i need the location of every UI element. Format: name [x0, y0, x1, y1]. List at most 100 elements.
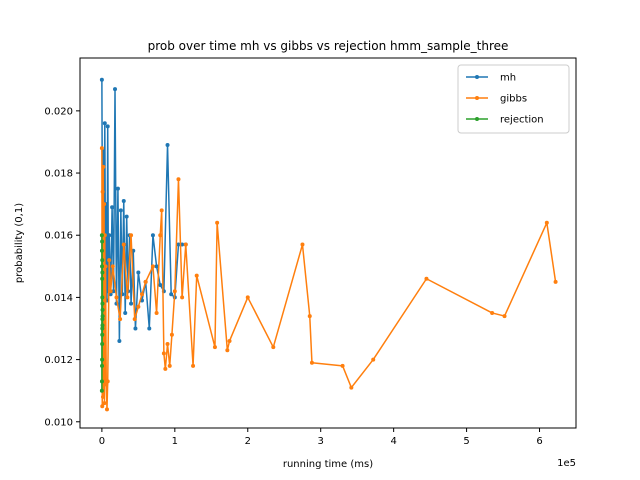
data-point-rejection — [99, 379, 104, 384]
data-point-gibbs — [101, 164, 106, 169]
data-point-rejection — [100, 307, 105, 312]
data-point-mh — [133, 326, 138, 331]
data-point-gibbs — [169, 332, 174, 337]
data-point-rejection — [100, 363, 105, 368]
data-point-mh — [154, 264, 159, 269]
data-point-gibbs — [99, 146, 104, 151]
data-point-mh — [110, 205, 115, 210]
x-axis: 0 1 2 3 4 5 6 — [99, 428, 543, 447]
data-point-rejection — [99, 388, 104, 393]
data-point-rejection — [100, 258, 105, 263]
legend-label: mh — [500, 73, 516, 84]
legend: mh gibbs rejection — [457, 64, 570, 134]
legend-item-mh: mh — [466, 73, 516, 84]
legend-swatch-marker — [475, 75, 479, 79]
legend-box — [457, 64, 570, 134]
y-axis: 0.010 0.012 0.014 0.016 0.018 0.020 — [44, 106, 80, 428]
data-point-gibbs — [167, 363, 172, 368]
y-tick-label: 0.020 — [44, 106, 73, 117]
data-point-mh — [111, 289, 116, 294]
data-point-gibbs — [102, 233, 107, 238]
data-point-gibbs — [140, 292, 144, 297]
data-point-gibbs — [136, 304, 141, 309]
x-tick-label: 1 — [172, 436, 178, 447]
legend-label: rejection — [500, 115, 544, 126]
data-point-rejection — [100, 317, 105, 322]
data-point-mh — [118, 208, 123, 213]
data-point-gibbs — [102, 401, 107, 406]
data-point-mh — [176, 242, 181, 247]
legend-swatch-marker — [475, 96, 479, 100]
legend-item-gibbs: gibbs — [466, 94, 527, 105]
data-point-gibbs — [100, 394, 105, 399]
data-point-gibbs — [154, 310, 159, 315]
data-point-gibbs — [121, 242, 126, 247]
data-point-gibbs — [114, 295, 119, 300]
data-point-rejection — [100, 295, 105, 300]
data-point-gibbs — [271, 345, 276, 350]
data-point-mh — [113, 87, 118, 92]
data-point-rejection — [100, 357, 105, 362]
data-point-gibbs — [100, 189, 105, 194]
data-point-gibbs — [371, 357, 376, 362]
data-point-gibbs — [340, 363, 345, 368]
x-tick-label: 0 — [99, 436, 105, 447]
data-point-mh — [102, 121, 107, 126]
data-point-gibbs — [227, 338, 232, 343]
data-point-mh — [99, 77, 104, 82]
x-tick-label: 5 — [463, 436, 469, 447]
data-point-mh — [158, 282, 163, 287]
y-tick-label: 0.016 — [44, 231, 73, 242]
data-point-gibbs — [150, 264, 155, 269]
data-point-mh — [169, 292, 174, 297]
data-point-mh — [115, 186, 120, 191]
data-point-rejection — [99, 233, 104, 238]
data-point-gibbs — [307, 314, 312, 319]
legend-label: gibbs — [500, 94, 527, 105]
data-point-mh — [136, 270, 141, 275]
data-point-mh — [123, 310, 128, 315]
data-point-gibbs — [129, 233, 134, 238]
data-point-gibbs — [104, 382, 109, 387]
data-point-mh — [129, 301, 134, 306]
data-point-mh — [107, 233, 112, 238]
data-point-rejection — [100, 326, 105, 331]
data-point-gibbs — [309, 360, 314, 365]
data-point-mh — [105, 124, 110, 129]
data-point-rejection — [100, 239, 105, 244]
data-point-gibbs — [132, 317, 137, 322]
data-point-gibbs — [165, 342, 170, 347]
data-point-gibbs — [100, 404, 105, 409]
data-point-rejection — [100, 270, 105, 275]
y-tick-label: 0.018 — [44, 169, 73, 180]
data-point-gibbs — [191, 363, 196, 368]
series-rejection — [99, 233, 105, 393]
data-point-gibbs — [107, 258, 112, 263]
y-tick-label: 0.014 — [44, 293, 73, 304]
series-gibbs — [99, 146, 558, 412]
series-layer — [99, 77, 558, 412]
data-point-gibbs — [163, 366, 168, 371]
data-point-gibbs — [180, 295, 185, 300]
data-point-gibbs — [118, 317, 123, 322]
data-point-gibbs — [172, 289, 177, 294]
data-point-rejection — [99, 248, 104, 253]
data-point-mh — [117, 338, 122, 343]
data-point-gibbs — [215, 220, 220, 225]
data-point-rejection — [100, 276, 105, 281]
data-point-mh — [150, 233, 155, 238]
legend-item-rejection: rejection — [466, 115, 544, 126]
data-point-gibbs — [245, 295, 250, 300]
data-point-gibbs — [159, 208, 164, 213]
data-point-gibbs — [110, 264, 115, 269]
x-tick-label: 3 — [318, 436, 324, 447]
data-point-gibbs — [300, 242, 305, 247]
y-axis-label: probability (0,1) — [14, 203, 25, 283]
x-tick-label: 2 — [245, 436, 251, 447]
data-point-gibbs — [176, 177, 181, 182]
data-point-gibbs — [143, 279, 148, 284]
data-point-mh — [108, 292, 113, 297]
data-point-rejection — [100, 264, 105, 269]
data-point-rejection — [100, 323, 105, 328]
y-tick-label: 0.010 — [44, 417, 73, 428]
